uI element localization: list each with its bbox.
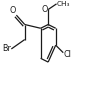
- Text: Br: Br: [2, 44, 11, 53]
- Text: CH₃: CH₃: [57, 1, 70, 7]
- Text: O: O: [10, 6, 16, 15]
- Text: Cl: Cl: [64, 50, 72, 59]
- Text: O: O: [41, 5, 48, 14]
